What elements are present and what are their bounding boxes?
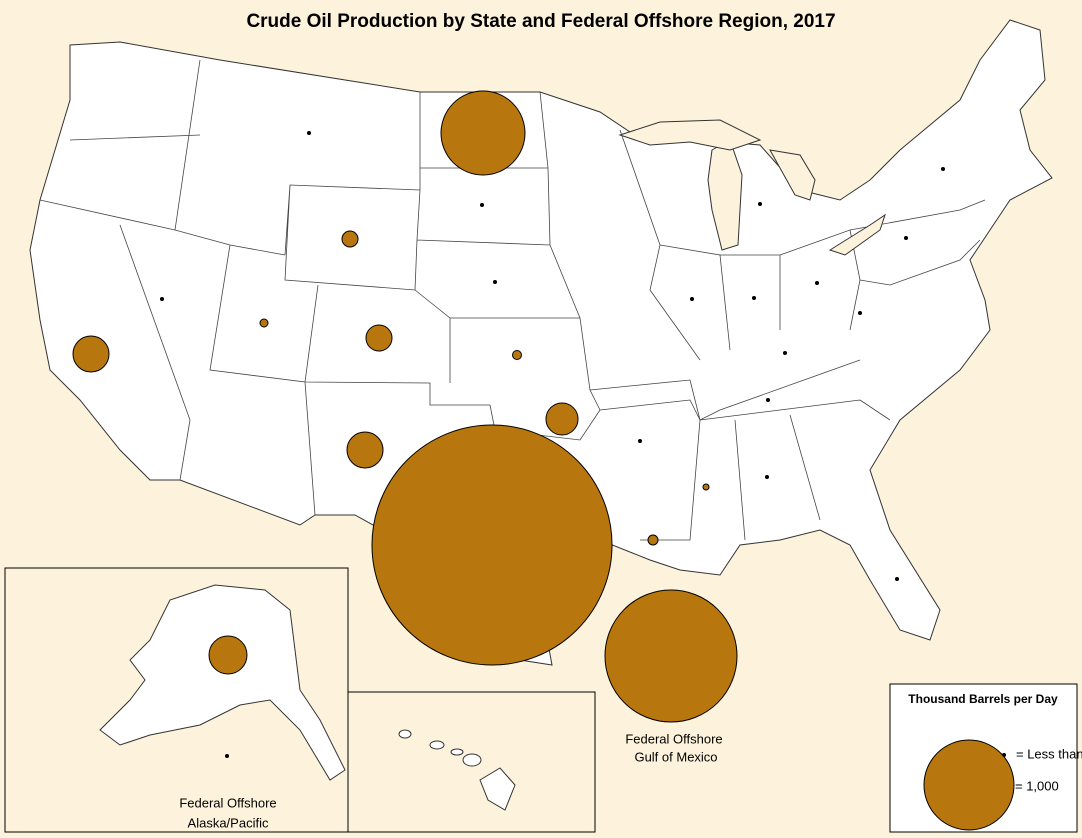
legend-title: Thousand Barrels per Day (908, 692, 1058, 706)
dot (904, 236, 908, 240)
dot (638, 439, 642, 443)
bubble (72, 335, 110, 373)
dot (752, 296, 756, 300)
dot (941, 167, 945, 171)
region-label: Federal Offshore (179, 795, 276, 810)
dot (160, 297, 164, 301)
title: Crude Oil Production by State and Federa… (246, 11, 835, 32)
hawaii (398, 729, 516, 811)
legend-label: = Less than 50 (1016, 746, 1082, 761)
alaska (99, 584, 346, 781)
dot (815, 281, 819, 285)
legend-label: = 1,000 (1015, 778, 1059, 793)
lake-erie (828, 213, 886, 256)
bubble (208, 635, 248, 675)
dot (493, 280, 497, 284)
dot (307, 131, 311, 135)
legend-bubble (923, 739, 1015, 831)
dot (758, 202, 762, 206)
region-label: Federal Offshore (625, 731, 722, 746)
bubble (259, 318, 269, 328)
bubble (647, 534, 659, 546)
dot (480, 203, 484, 207)
bubble (702, 483, 710, 491)
dot (690, 297, 694, 301)
bubble (346, 431, 384, 469)
bubble (604, 589, 738, 723)
dot (783, 351, 787, 355)
dot (766, 398, 770, 402)
dot (858, 311, 862, 315)
bubble (440, 90, 526, 176)
bubble (545, 402, 579, 436)
bubble (371, 424, 613, 666)
dot (225, 754, 229, 758)
conus (29, 19, 1053, 666)
bubble (512, 350, 522, 360)
dot (895, 577, 899, 581)
bubble (341, 230, 359, 248)
lake-superior (618, 119, 762, 151)
bubble (365, 324, 393, 352)
dot (765, 475, 769, 479)
region-label: Alaska/Pacific (188, 815, 269, 830)
lake-huron (769, 149, 816, 201)
region-label: Gulf of Mexico (634, 749, 717, 764)
